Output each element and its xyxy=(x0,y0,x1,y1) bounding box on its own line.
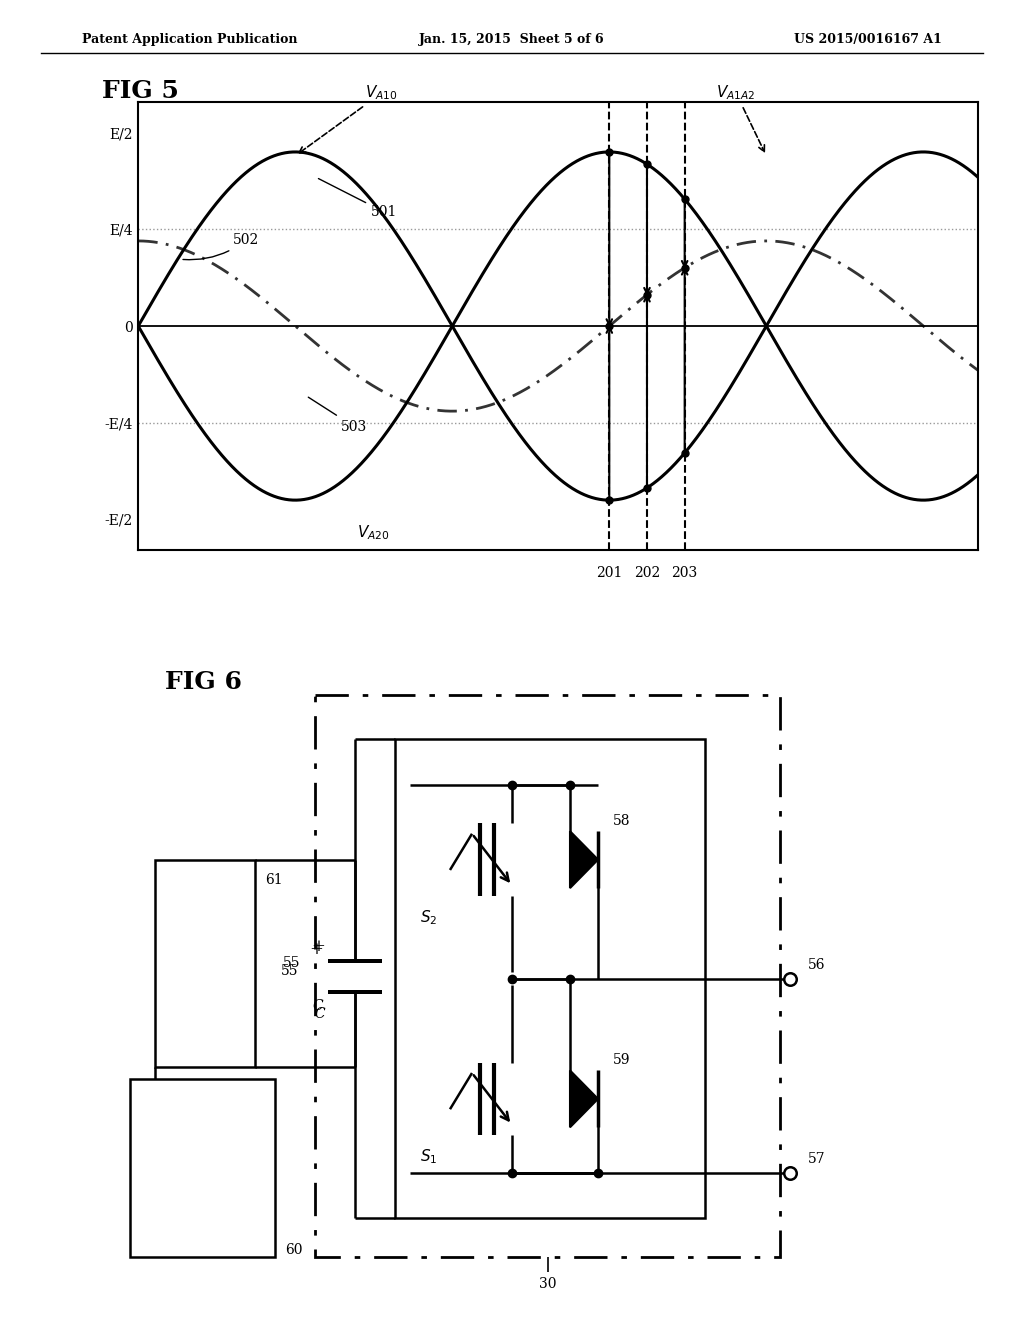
Polygon shape xyxy=(570,1071,598,1127)
Text: FIG 5: FIG 5 xyxy=(102,79,179,103)
Polygon shape xyxy=(570,832,598,888)
Text: +: + xyxy=(311,939,325,956)
Text: 203: 203 xyxy=(672,566,697,579)
Text: 201: 201 xyxy=(596,566,623,579)
Text: $S_1$: $S_1$ xyxy=(420,1147,437,1167)
Text: 61: 61 xyxy=(265,873,283,887)
Bar xyxy=(155,859,255,1067)
Text: US 2015/0016167 A1: US 2015/0016167 A1 xyxy=(795,33,942,46)
Text: $V_{A20}$: $V_{A20}$ xyxy=(357,523,390,543)
Text: C: C xyxy=(312,999,324,1014)
Text: $V_{A1A2}$: $V_{A1A2}$ xyxy=(717,83,764,152)
Text: 503: 503 xyxy=(308,397,368,433)
Bar xyxy=(315,696,780,1257)
Text: 30: 30 xyxy=(540,1278,557,1291)
Text: Jan. 15, 2015  Sheet 5 of 6: Jan. 15, 2015 Sheet 5 of 6 xyxy=(419,33,605,46)
Text: 60: 60 xyxy=(285,1242,302,1257)
Text: 502: 502 xyxy=(183,232,259,260)
Bar xyxy=(130,1080,275,1257)
Text: $S_2$: $S_2$ xyxy=(420,908,437,927)
Text: 55: 55 xyxy=(281,964,298,978)
Text: FIG 6: FIG 6 xyxy=(165,669,242,693)
Text: 501: 501 xyxy=(318,178,397,219)
Text: Patent Application Publication: Patent Application Publication xyxy=(82,33,297,46)
Bar xyxy=(395,739,705,1218)
Text: +: + xyxy=(309,941,323,958)
Text: $V_{A10}$: $V_{A10}$ xyxy=(299,83,398,153)
Text: 56: 56 xyxy=(808,958,825,972)
Text: 58: 58 xyxy=(613,814,631,828)
Text: 59: 59 xyxy=(613,1053,631,1067)
Text: 57: 57 xyxy=(808,1152,825,1166)
Text: C: C xyxy=(314,1007,326,1022)
Text: 202: 202 xyxy=(634,566,660,579)
Text: 55: 55 xyxy=(283,956,300,970)
